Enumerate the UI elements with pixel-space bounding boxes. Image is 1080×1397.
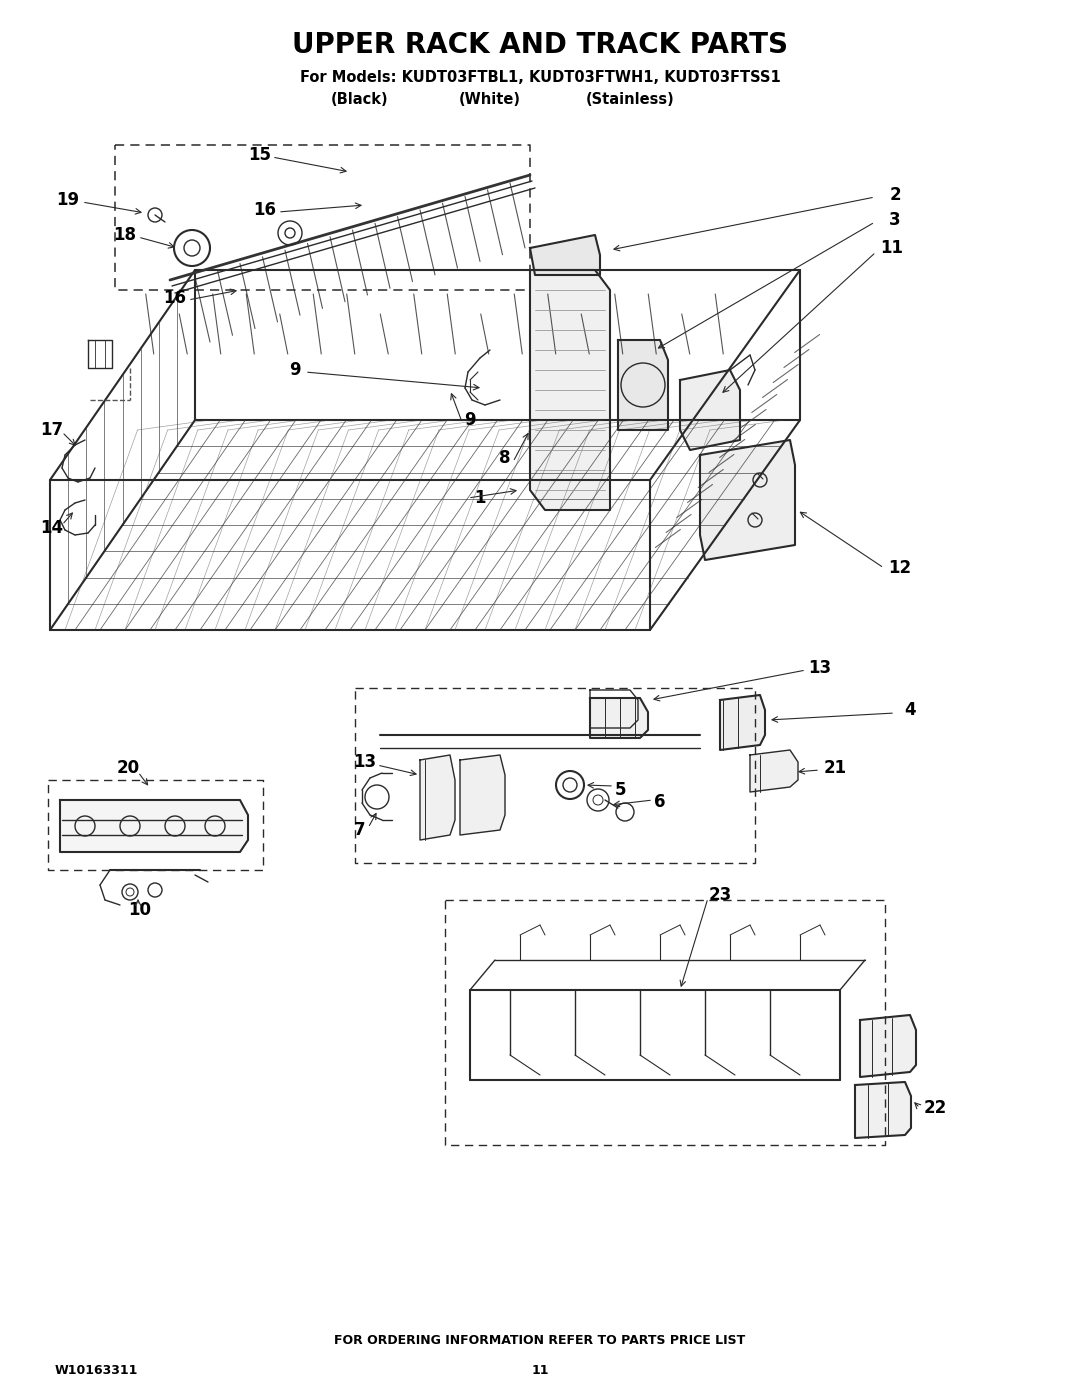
Text: 2: 2 [889,186,901,204]
Text: 8: 8 [499,448,511,467]
Text: 12: 12 [889,559,912,577]
Polygon shape [680,370,740,450]
Polygon shape [590,698,648,738]
Text: 23: 23 [708,886,731,904]
Text: 13: 13 [353,753,377,771]
Text: 22: 22 [923,1099,947,1118]
Text: (White): (White) [459,92,521,108]
Text: 18: 18 [113,226,136,244]
Text: 9: 9 [464,411,476,429]
Text: 21: 21 [823,759,847,777]
Text: 1: 1 [474,489,486,507]
Text: 16: 16 [163,289,187,307]
Text: UPPER RACK AND TRACK PARTS: UPPER RACK AND TRACK PARTS [292,31,788,59]
Text: W10163311: W10163311 [55,1363,138,1376]
Polygon shape [860,1016,916,1077]
Text: (Black): (Black) [332,92,389,108]
Text: For Models: KUDT03FTBL1, KUDT03FTWH1, KUDT03FTSS1: For Models: KUDT03FTBL1, KUDT03FTWH1, KU… [299,70,781,85]
Text: FOR ORDERING INFORMATION REFER TO PARTS PRICE LIST: FOR ORDERING INFORMATION REFER TO PARTS … [335,1334,745,1347]
Text: 15: 15 [248,147,271,163]
Text: (Stainless): (Stainless) [585,92,674,108]
Text: 6: 6 [654,793,665,812]
Polygon shape [750,750,798,792]
Text: 13: 13 [809,659,832,678]
Text: 3: 3 [889,211,901,229]
Text: 19: 19 [56,191,80,210]
Text: 9: 9 [289,360,301,379]
Text: 16: 16 [254,201,276,219]
Polygon shape [60,800,248,852]
Polygon shape [530,235,600,275]
Text: 14: 14 [40,520,64,536]
Polygon shape [530,270,610,510]
Text: 11: 11 [880,239,904,257]
Text: 11: 11 [531,1363,549,1376]
Polygon shape [855,1083,912,1139]
Text: 4: 4 [904,701,916,719]
Text: 17: 17 [40,420,64,439]
Polygon shape [700,440,795,560]
Text: 7: 7 [354,821,366,840]
Text: 20: 20 [117,759,139,777]
Polygon shape [720,694,765,750]
Polygon shape [618,339,669,430]
Polygon shape [460,754,505,835]
Text: 10: 10 [129,901,151,919]
Text: 5: 5 [615,781,625,799]
Polygon shape [420,754,455,840]
